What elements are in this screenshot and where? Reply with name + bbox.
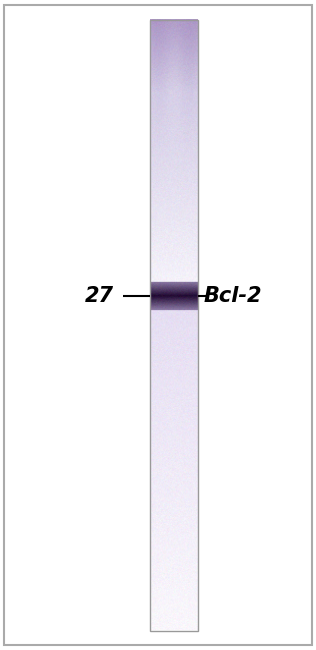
Text: Bcl-2: Bcl-2 <box>204 286 262 306</box>
Bar <box>150 20 198 630</box>
Text: 27: 27 <box>85 286 114 306</box>
